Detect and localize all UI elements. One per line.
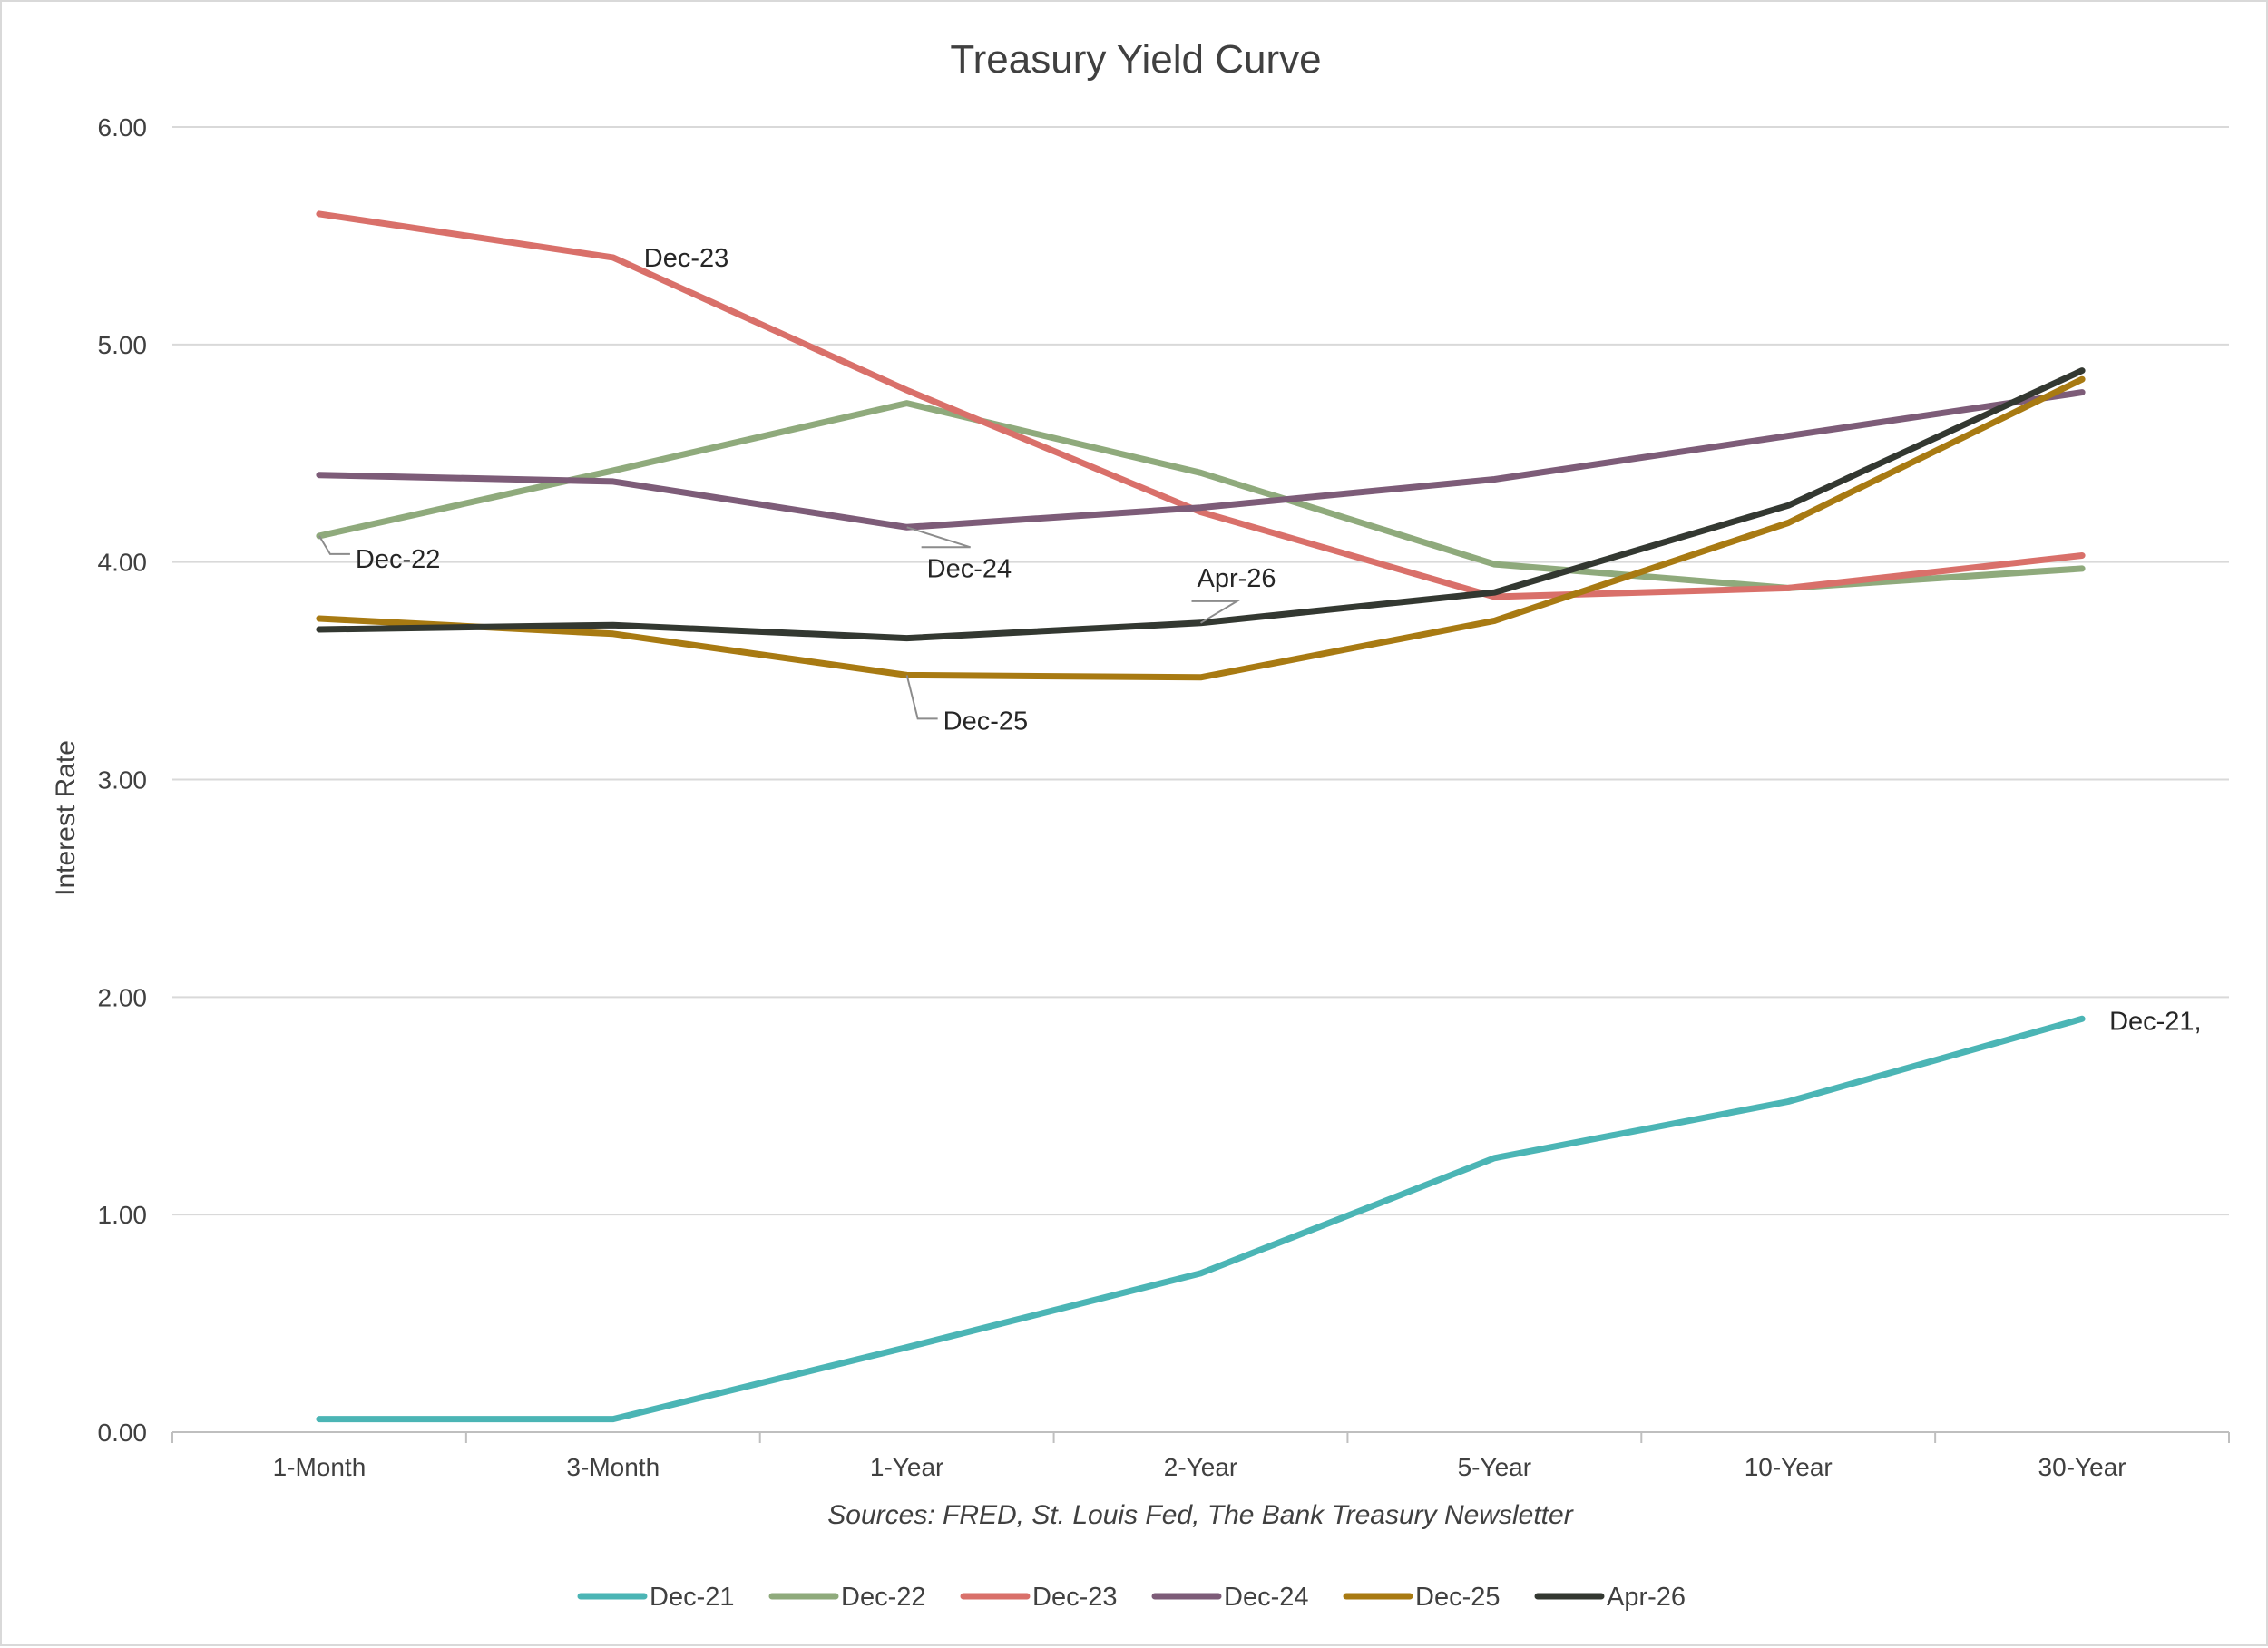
legend-label-dec-22: Dec-22 <box>841 1583 926 1612</box>
annotation-leader <box>318 535 350 555</box>
legend: Dec-21 Dec-22 Dec-23 Dec-24 Dec-25 Apr-26 <box>577 1583 1686 1612</box>
annotation-leader <box>906 526 971 549</box>
y-tick-label: 2.00 <box>98 983 148 1011</box>
series-line-apr-26 <box>316 367 2086 642</box>
annotation-dec-24: Dec-24 <box>927 554 1012 583</box>
source-note: Sources: FRED, St. Louis Fed, The Bank T… <box>827 1500 1573 1530</box>
series-line-dec-21 <box>316 1015 2086 1423</box>
y-tick-label: 5.00 <box>98 331 148 359</box>
x-tick-label: 1-Year <box>870 1453 943 1481</box>
legend-label-dec-21: Dec-21 <box>650 1583 735 1612</box>
legend-label-dec-23: Dec-23 <box>1032 1583 1118 1612</box>
x-axis-ticks: 1-Month 3-Month 1-Year 2-Year 5-Year 10-Year 3… <box>171 1432 2230 1481</box>
x-tick-label: 3-Month <box>566 1453 660 1481</box>
y-tick-label: 4.00 <box>98 549 148 577</box>
x-tick-label: 30-Year <box>2038 1453 2126 1481</box>
x-tick-label: 1-Month <box>273 1453 367 1481</box>
y-tick-label: 6.00 <box>98 113 148 141</box>
annotation-dec-25: Dec-25 <box>943 707 1029 736</box>
legend-label-dec-25: Dec-25 <box>1415 1583 1501 1612</box>
legend-label-apr-26: Apr-26 <box>1607 1583 1686 1612</box>
annotation-leader <box>905 675 938 720</box>
series-line-dec-25 <box>316 375 2086 681</box>
series-annotations: Dec-21, Dec-22 Dec-23 Dec-24 Dec-25 Apr-26 <box>318 244 2202 1036</box>
annotation-apr-26: Apr-26 <box>1198 564 1276 593</box>
y-axis-ticks: 0.00 1.00 2.00 3.00 4.00 5.00 6.00 <box>98 113 148 1447</box>
y-tick-label: 1.00 <box>98 1201 148 1229</box>
series-line-dec-23 <box>316 210 2086 600</box>
annotation-dec-22: Dec-22 <box>356 545 441 574</box>
chart-title: Treasury Yield Curve <box>950 37 1321 82</box>
y-tick-label: 3.00 <box>98 766 148 795</box>
annotation-leader <box>1191 600 1241 624</box>
x-tick-label: 2-Year <box>1164 1453 1237 1481</box>
annotation-dec-23: Dec-23 <box>644 244 729 273</box>
y-tick-label: 0.00 <box>98 1419 148 1447</box>
x-tick-label: 10-Year <box>1745 1453 1833 1481</box>
gridlines <box>172 126 2229 1433</box>
legend-label-dec-24: Dec-24 <box>1224 1583 1309 1612</box>
series-lines <box>316 210 2086 1423</box>
series-line-dec-24 <box>316 389 2086 531</box>
annotation-dec-21: Dec-21, <box>2109 1007 2202 1036</box>
x-tick-label: 5-Year <box>1458 1453 1531 1481</box>
y-axis-label: Interest Rate <box>51 740 81 896</box>
